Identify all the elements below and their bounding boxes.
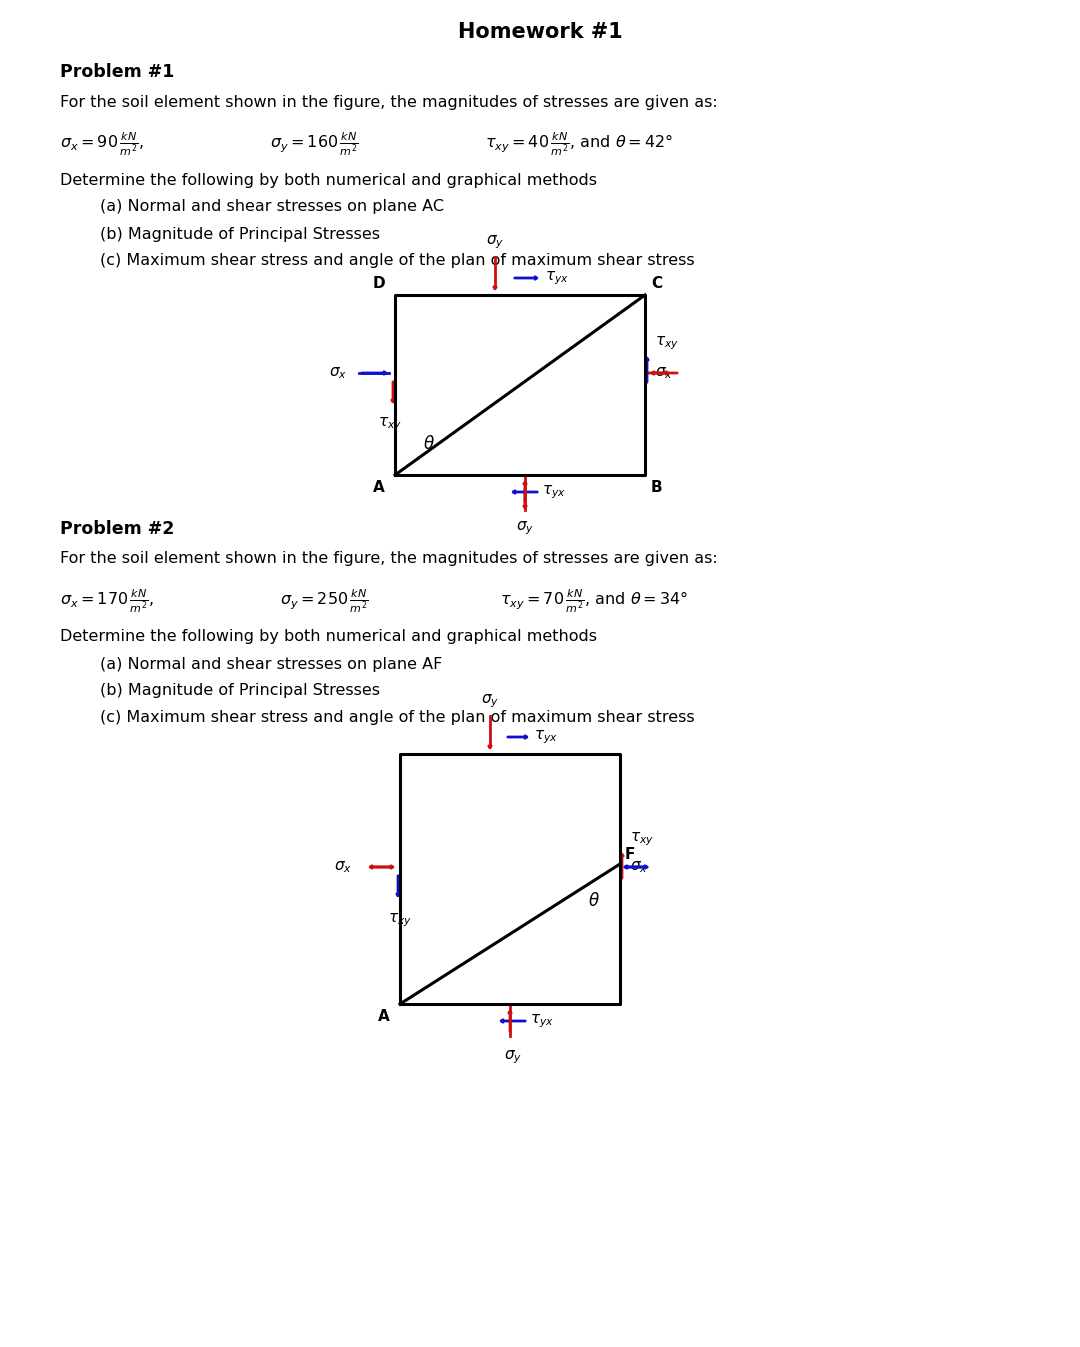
Text: (b) Magnitude of Principal Stresses: (b) Magnitude of Principal Stresses: [100, 226, 380, 241]
Text: For the soil element shown in the figure, the magnitudes of stresses are given a: For the soil element shown in the figure…: [60, 551, 718, 567]
Text: $\tau_{xy}$: $\tau_{xy}$: [388, 911, 411, 928]
Text: $\sigma_y$: $\sigma_y$: [516, 519, 534, 536]
Text: $\sigma_x$: $\sigma_x$: [654, 365, 673, 381]
Text: B: B: [651, 480, 663, 494]
Text: $\sigma_y = 160\,\frac{kN}{m^2}$: $\sigma_y = 160\,\frac{kN}{m^2}$: [270, 131, 359, 158]
Text: $\tau_{xy}$: $\tau_{xy}$: [378, 415, 402, 432]
Text: (c) Maximum shear stress and angle of the plan of maximum shear stress: (c) Maximum shear stress and angle of th…: [100, 710, 694, 726]
Text: $\tau_{xy}$: $\tau_{xy}$: [654, 334, 679, 352]
Text: (b) Magnitude of Principal Stresses: (b) Magnitude of Principal Stresses: [100, 683, 380, 699]
Text: Determine the following by both numerical and graphical methods: Determine the following by both numerica…: [60, 172, 597, 187]
Text: Determine the following by both numerical and graphical methods: Determine the following by both numerica…: [60, 629, 597, 644]
Text: $\tau_{yx}$: $\tau_{yx}$: [534, 729, 558, 746]
Text: (c) Maximum shear stress and angle of the plan of maximum shear stress: (c) Maximum shear stress and angle of th…: [100, 253, 694, 268]
Text: C: C: [651, 276, 662, 291]
Text: (a) Normal and shear stresses on plane AC: (a) Normal and shear stresses on plane A…: [100, 199, 444, 214]
Text: A: A: [374, 480, 384, 494]
Text: F: F: [625, 847, 635, 862]
Text: $\sigma_y$: $\sigma_y$: [486, 233, 504, 251]
Text: For the soil element shown in the figure, the magnitudes of stresses are given a: For the soil element shown in the figure…: [60, 94, 718, 109]
Text: Problem #1: Problem #1: [60, 63, 174, 81]
Text: A: A: [378, 1009, 390, 1024]
Text: (a) Normal and shear stresses on plane AF: (a) Normal and shear stresses on plane A…: [100, 656, 443, 672]
Text: $\sigma_y$: $\sigma_y$: [504, 1048, 522, 1065]
Text: $\tau_{xy}$: $\tau_{xy}$: [630, 830, 653, 847]
Text: Problem #2: Problem #2: [60, 520, 174, 537]
Text: $\theta$: $\theta$: [588, 892, 599, 911]
Text: $\tau_{xy} = 70\,\frac{kN}{m^2}$, and $\theta = 34°$: $\tau_{xy} = 70\,\frac{kN}{m^2}$, and $\…: [500, 587, 688, 614]
Text: $\tau_{yx}$: $\tau_{yx}$: [542, 484, 566, 501]
Text: $\tau_{xy} = 40\,\frac{kN}{m^2}$, and $\theta = 42°$: $\tau_{xy} = 40\,\frac{kN}{m^2}$, and $\…: [485, 131, 673, 158]
Text: $\sigma_x = 90\,\frac{kN}{m^2}$,: $\sigma_x = 90\,\frac{kN}{m^2}$,: [60, 131, 144, 158]
Text: $\sigma_x$: $\sigma_x$: [334, 859, 352, 874]
Text: $\sigma_y = 250\,\frac{kN}{m^2}$: $\sigma_y = 250\,\frac{kN}{m^2}$: [280, 587, 368, 614]
Text: $\sigma_x$: $\sigma_x$: [630, 859, 648, 874]
Text: D: D: [373, 276, 384, 291]
Text: $\sigma_x$: $\sigma_x$: [329, 365, 347, 381]
Text: $\tau_{yx}$: $\tau_{yx}$: [545, 269, 569, 287]
Text: $\theta$: $\theta$: [423, 435, 435, 453]
Text: $\tau_{yx}$: $\tau_{yx}$: [530, 1012, 554, 1030]
Text: $\sigma_x = 170\,\frac{kN}{m^2}$,: $\sigma_x = 170\,\frac{kN}{m^2}$,: [60, 587, 154, 614]
Text: Homework #1: Homework #1: [458, 22, 622, 42]
Text: $\sigma_y$: $\sigma_y$: [481, 692, 499, 710]
